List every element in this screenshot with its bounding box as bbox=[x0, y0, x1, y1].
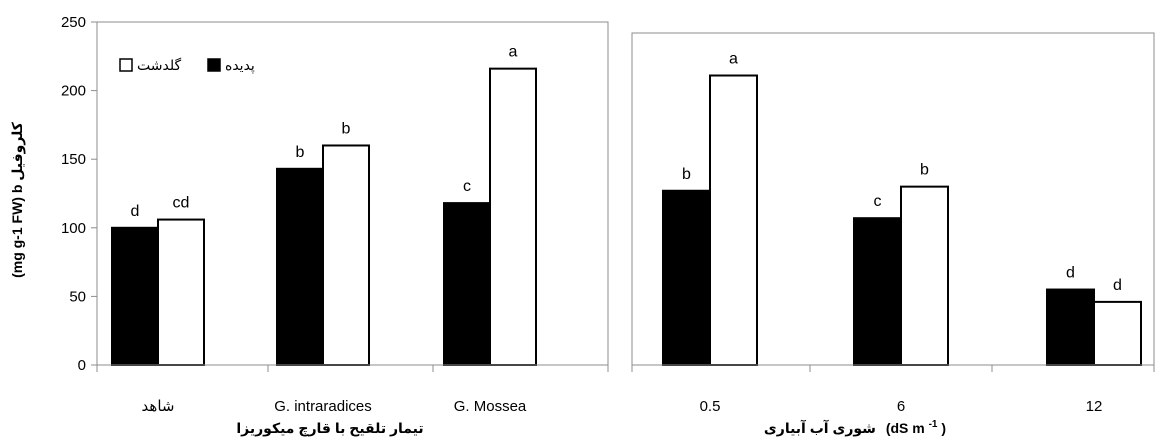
significance-label: b bbox=[342, 120, 351, 137]
x-tick-label: 0.5 bbox=[700, 398, 721, 415]
x-tick-label: 6 bbox=[897, 398, 905, 415]
significance-label: b bbox=[296, 144, 305, 161]
x-axis-title-unit: (dS m bbox=[886, 420, 925, 436]
y-axis-ticks: 0 50 100 150 200 250 bbox=[61, 14, 97, 374]
x-axis-title-left: تیمار تلقیح با قارچ میکوریزا bbox=[236, 420, 423, 437]
y-tick-label: 200 bbox=[61, 83, 86, 100]
bar-padideh bbox=[1046, 288, 1095, 367]
legend-label-padideh: پدیده bbox=[225, 57, 255, 74]
bar-padideh bbox=[853, 217, 902, 366]
significance-label: a bbox=[729, 51, 738, 68]
x-tick-label: G. Mossea bbox=[454, 398, 527, 415]
bars-left: d cd b b c a bbox=[111, 44, 537, 366]
significance-label: b bbox=[682, 166, 691, 183]
legend-label-golddasht: گلدشت bbox=[137, 57, 181, 73]
x-axis-title-right: شوری آب آبیاری (dS m -1 ) bbox=[764, 414, 946, 437]
bar-golddasht bbox=[709, 74, 758, 367]
legend-swatch-golddasht bbox=[119, 58, 133, 72]
x-tick-label: G. intraradices bbox=[274, 398, 372, 415]
x-axis-title-main: شوری آب آبیاری bbox=[764, 419, 876, 437]
significance-label: d bbox=[1066, 265, 1075, 282]
significance-label: d bbox=[1113, 277, 1122, 294]
y-tick-label: 150 bbox=[61, 151, 86, 168]
bar-padideh bbox=[443, 202, 491, 366]
chart-panel-right: b a c b d d 0.5 6 12 شوری آب آبیاری (dS m -1 ) bbox=[631, 32, 1155, 437]
y-axis-title: (mg g-1 FW) b کلروفیل bbox=[9, 121, 26, 278]
y-tick-label: 50 bbox=[69, 288, 86, 305]
x-axis-ticks-left: شاهد G. intraradices G. Mossea bbox=[96, 364, 609, 415]
y-tick-label: 0 bbox=[78, 357, 86, 374]
bar-golddasht bbox=[1093, 300, 1142, 366]
significance-label: c bbox=[874, 193, 882, 210]
bar-golddasht bbox=[489, 67, 537, 366]
significance-label: c bbox=[463, 178, 471, 195]
y-tick-label: 100 bbox=[61, 220, 86, 237]
x-axis-ticks-right: 0.5 6 12 bbox=[631, 364, 1155, 415]
significance-label: a bbox=[509, 44, 518, 61]
significance-label: cd bbox=[173, 195, 190, 212]
legend: گلدشت پدیده bbox=[119, 57, 255, 74]
x-axis-title-close: ) bbox=[941, 420, 946, 436]
bars-right: b a c b d d bbox=[662, 51, 1142, 367]
x-tick-label: شاهد bbox=[142, 398, 175, 415]
bar-golddasht bbox=[322, 144, 370, 366]
significance-label: d bbox=[131, 203, 140, 220]
bar-golddasht bbox=[157, 218, 205, 366]
chart-panel-left: d cd b b c a 0 50 100 150 200 250 شاهد G. intraradi… bbox=[61, 14, 609, 437]
bar-padideh bbox=[111, 226, 159, 366]
bar-golddasht bbox=[900, 185, 949, 366]
x-tick-label: 12 bbox=[1086, 398, 1103, 415]
bar-padideh bbox=[276, 167, 324, 366]
y-tick-label: 250 bbox=[61, 14, 86, 31]
bar-padideh bbox=[662, 189, 711, 366]
legend-swatch-padideh bbox=[207, 58, 221, 72]
significance-label: b bbox=[920, 162, 929, 179]
x-axis-title-sup: -1 bbox=[929, 419, 938, 430]
